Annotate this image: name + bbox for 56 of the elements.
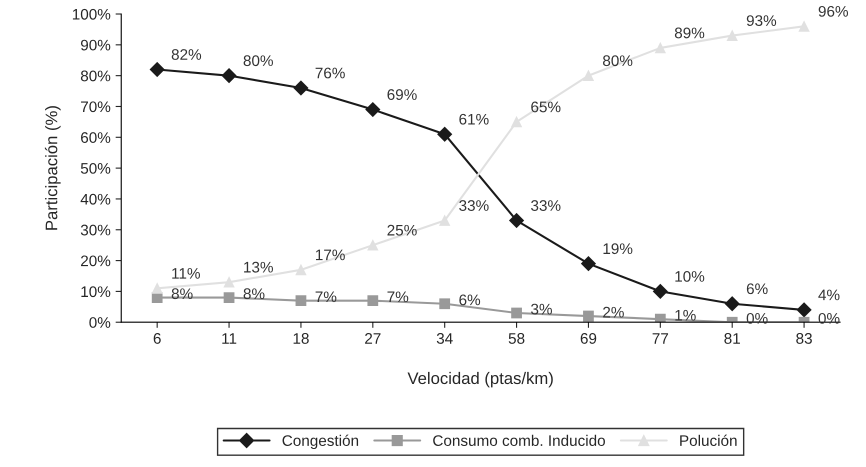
data-label: 4% bbox=[818, 290, 840, 300]
data-label: 69% bbox=[387, 89, 417, 100]
data-label: 8% bbox=[244, 288, 264, 300]
x-axis-title: Velocidad (ptas/km) bbox=[408, 372, 553, 388]
data-label: 3% bbox=[531, 304, 552, 315]
legend-label: Congestión bbox=[282, 434, 358, 450]
x-tick-label: 11 bbox=[222, 333, 236, 344]
data-label: 11% bbox=[172, 268, 200, 279]
data-label: 19% bbox=[604, 243, 632, 254]
data-label: 33% bbox=[531, 200, 560, 211]
y-tick-label: 0% bbox=[89, 317, 110, 328]
data-label: 7% bbox=[316, 291, 336, 302]
x-tick-label: 83 bbox=[796, 333, 812, 344]
x-tick-label: 18 bbox=[294, 333, 309, 344]
y-tick-label: 100% bbox=[72, 8, 110, 20]
data-label: 13% bbox=[244, 262, 273, 273]
y-tick-label: 30% bbox=[80, 224, 110, 236]
x-tick-label: 81 bbox=[724, 333, 740, 344]
y-tick-label: 60% bbox=[81, 132, 110, 143]
data-label: 25% bbox=[387, 224, 417, 236]
data-label: 33% bbox=[459, 200, 489, 211]
y-tick-label: 80% bbox=[80, 70, 110, 82]
legend-label: Consumo comb. Inducido bbox=[433, 434, 605, 446]
y-tick-label: 50% bbox=[80, 162, 110, 174]
data-label: 82% bbox=[172, 49, 202, 60]
x-tick-label: 77 bbox=[652, 333, 668, 344]
data-label: 89% bbox=[674, 28, 704, 38]
y-tick-label: 10% bbox=[81, 286, 110, 298]
data-label: 7% bbox=[387, 291, 408, 302]
x-tick-label: 58 bbox=[508, 333, 524, 344]
data-label: 93% bbox=[746, 15, 776, 26]
x-tick-label: 69 bbox=[580, 333, 596, 344]
data-label: 0% bbox=[818, 312, 840, 324]
data-label: 1% bbox=[675, 310, 696, 321]
data-label: 65% bbox=[531, 101, 560, 112]
y-axis-title: Participación (%) bbox=[44, 106, 61, 230]
data-label: 80% bbox=[603, 55, 632, 66]
y-tick-label: 90% bbox=[80, 40, 110, 51]
x-tick-label: 27 bbox=[365, 333, 381, 344]
data-label: 6% bbox=[459, 294, 480, 306]
x-tick-label: 6 bbox=[154, 333, 161, 344]
y-tick-label: 70% bbox=[81, 101, 110, 112]
data-label: 6% bbox=[746, 283, 768, 294]
x-tick-label: 34 bbox=[436, 333, 453, 344]
y-tick-label: 20% bbox=[81, 255, 110, 266]
data-label: 10% bbox=[675, 271, 704, 282]
y-tick-label: 40% bbox=[80, 194, 110, 205]
data-label: 17% bbox=[316, 250, 345, 260]
data-label: 80% bbox=[244, 55, 273, 66]
data-label: 2% bbox=[603, 306, 624, 318]
legend-label: Polución bbox=[680, 434, 737, 446]
data-label: 8% bbox=[172, 288, 193, 300]
data-label: 76% bbox=[316, 68, 345, 78]
data-label: 96% bbox=[818, 6, 848, 17]
data-label: 61% bbox=[459, 114, 489, 125]
data-label: 0% bbox=[746, 312, 768, 324]
